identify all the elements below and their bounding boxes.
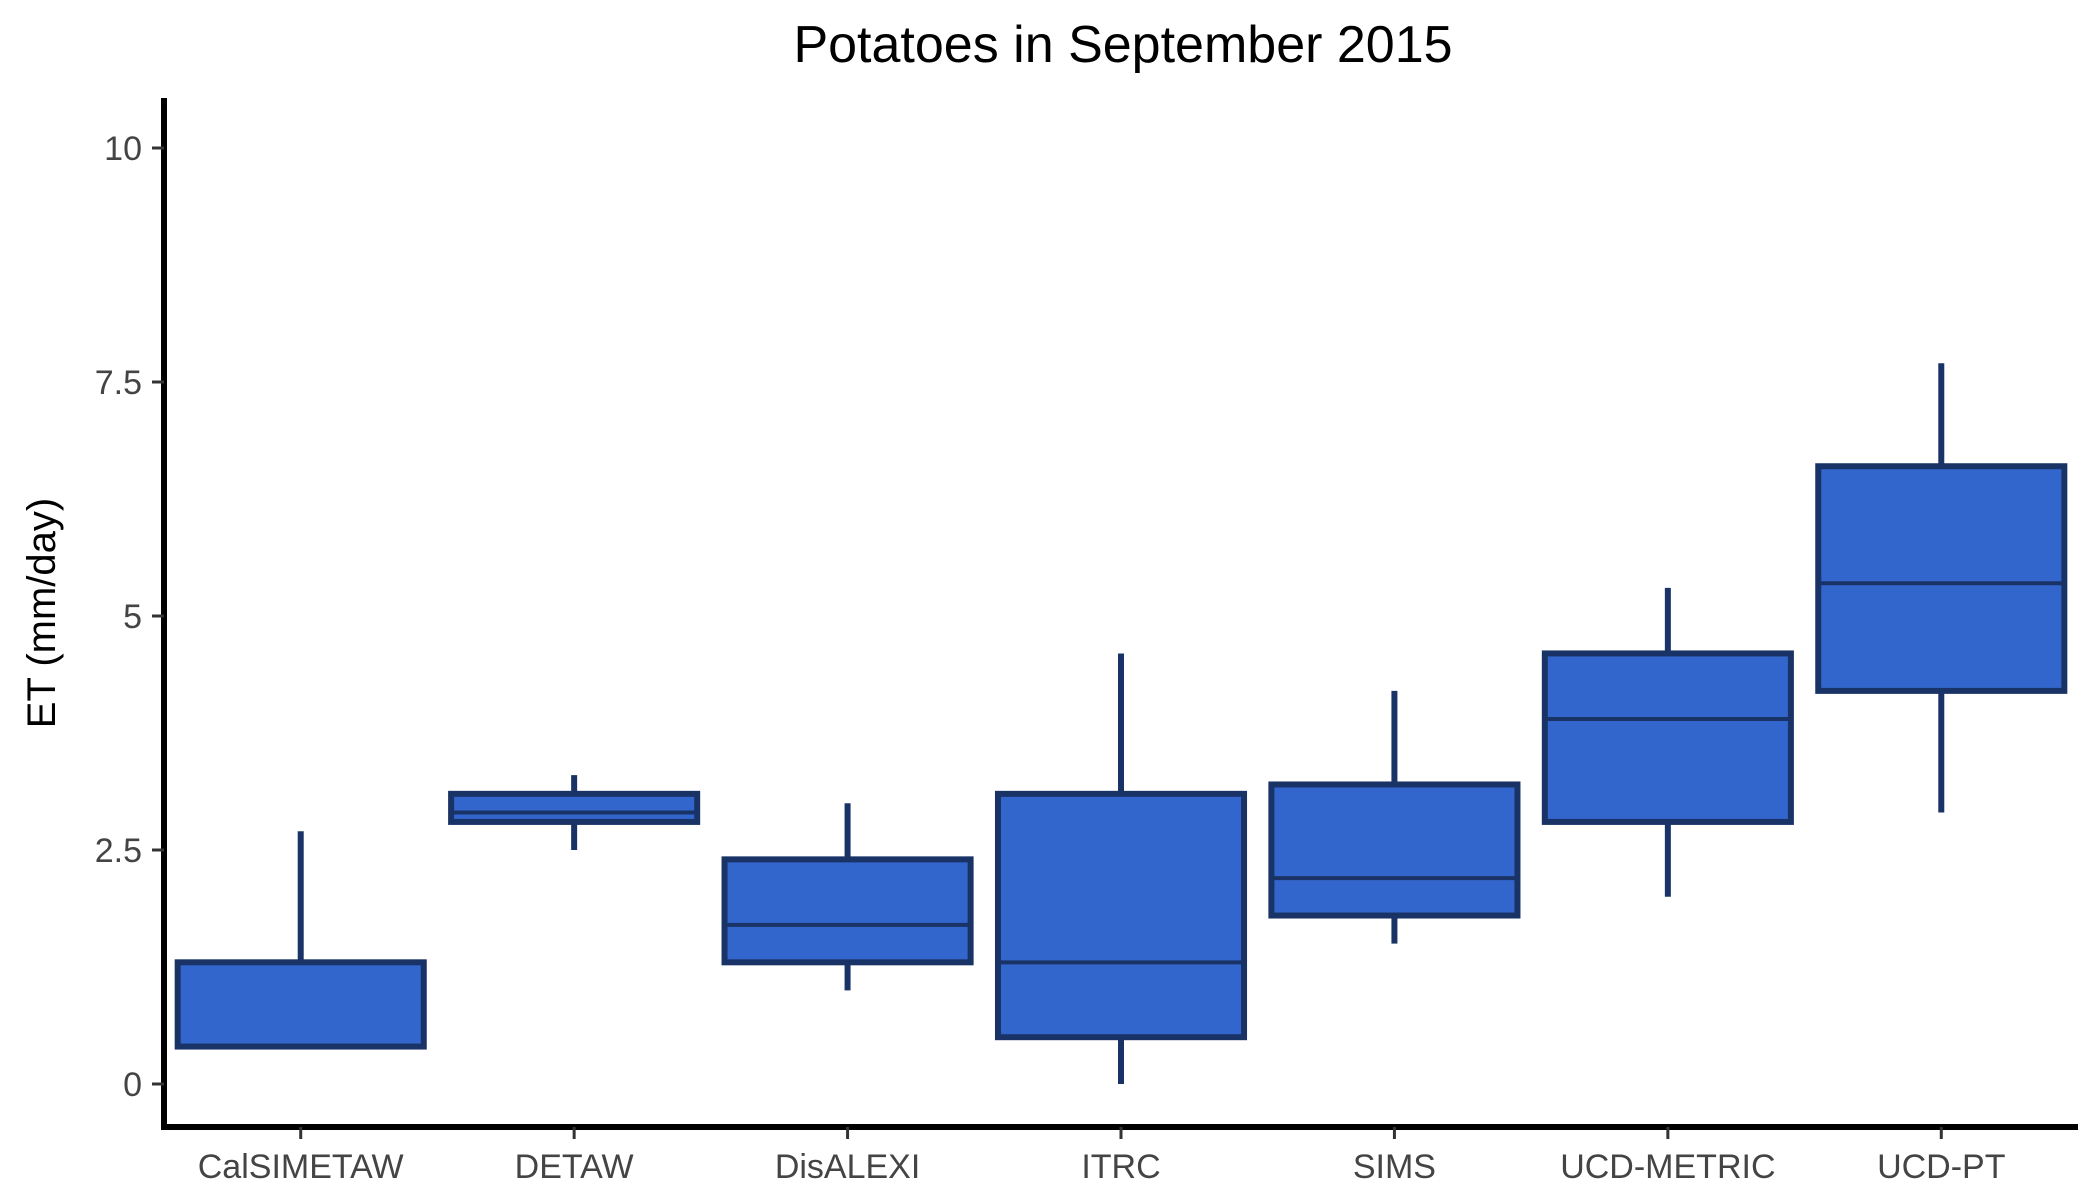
iqr-box: [1541, 650, 1794, 825]
x-tick-label: DETAW: [515, 1148, 634, 1186]
y-tick-label: 10: [104, 130, 142, 168]
y-tick-label: 2.5: [95, 832, 142, 870]
box-itrc: [994, 653, 1248, 1084]
x-tick-label: DisALEXI: [775, 1148, 921, 1186]
x-tick-label: CalSIMETAW: [198, 1148, 404, 1186]
box-detaw: [448, 775, 701, 850]
y-tick-label: 7.5: [95, 364, 142, 402]
y-axis-ticks: 0 2.5 5 7.5 10: [95, 130, 164, 1104]
iqr-box: [174, 959, 427, 1050]
y-tick-label: 5: [123, 598, 142, 636]
box-ucd-metric: [1541, 587, 1794, 897]
chart-title: Potatoes in September 2015: [793, 16, 1452, 74]
box-disalexi: [721, 803, 974, 991]
box-ucd-pt: [1815, 363, 2068, 813]
box-sims: [1268, 690, 1521, 944]
iqr-box: [994, 790, 1248, 1041]
iqr-box: [448, 790, 701, 825]
box-series: [174, 363, 2068, 1084]
x-tick-label: UCD-PT: [1877, 1148, 2005, 1186]
y-tick-label: 0: [123, 1066, 142, 1104]
y-axis-title: ET (mm/day): [20, 498, 64, 728]
x-axis-ticks: CalSIMETAW DETAW DisALEXI ITRC SIMS UCD-METRI…: [198, 1127, 2006, 1186]
iqr-box: [1268, 781, 1521, 919]
x-tick-label: UCD-METRIC: [1560, 1148, 1775, 1186]
box-calsimetaw: [174, 831, 427, 1050]
iqr-box: [1815, 463, 2068, 694]
x-tick-label: SIMS: [1353, 1148, 1436, 1186]
iqr-box: [721, 856, 974, 966]
x-tick-label: ITRC: [1081, 1148, 1160, 1186]
